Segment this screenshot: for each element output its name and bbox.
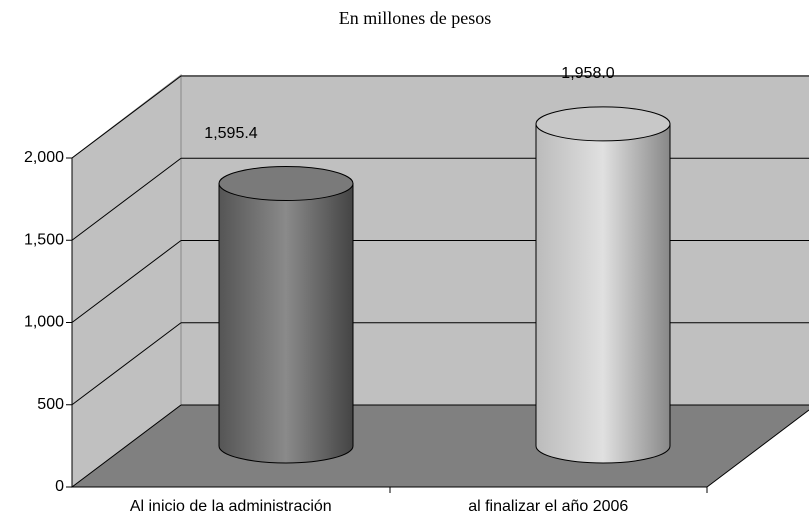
grid-line: [71, 240, 182, 323]
value-label: 1,958.0: [561, 65, 614, 82]
bar-top: [535, 106, 671, 142]
y-tick-label: 500: [37, 396, 64, 413]
value-label: 1,595.4: [204, 125, 257, 142]
floor: [72, 405, 809, 487]
y-tick-label: 1,000: [24, 314, 64, 331]
y-tick-label: 1,500: [24, 231, 64, 248]
bar: [535, 123, 671, 464]
grid-line: [71, 157, 182, 241]
grid-line: [71, 404, 182, 488]
grid-line: [71, 322, 182, 406]
x-tick-label: Al inicio de la administración: [130, 498, 332, 515]
bar-top: [218, 166, 354, 202]
x-axis-depth: [706, 409, 809, 488]
chart-title: En millones de pesos: [339, 8, 491, 28]
y-tick-label: 2,000: [24, 149, 64, 166]
bar: [218, 183, 354, 464]
y-tick-label: 0: [55, 478, 64, 495]
x-tick-label: al finalizar el año 2006: [468, 498, 628, 515]
grid-line: [71, 75, 182, 159]
